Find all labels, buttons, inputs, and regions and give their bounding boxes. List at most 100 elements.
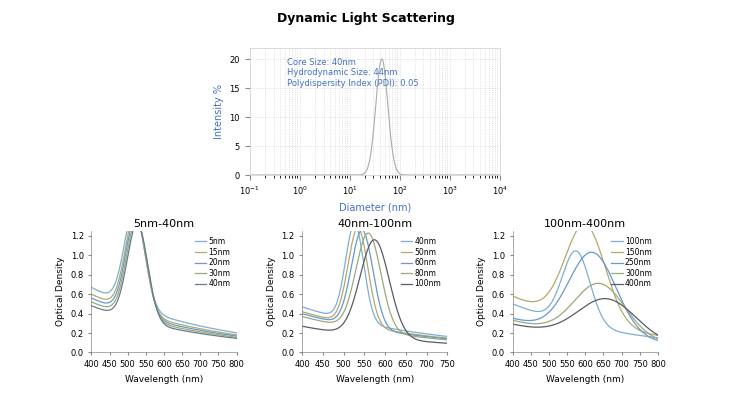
300nm	[578, 289, 587, 294]
100nm	[651, 335, 659, 340]
100nm	[587, 286, 596, 290]
400nm	[628, 311, 637, 316]
50nm	[463, 338, 472, 343]
15nm	[131, 212, 140, 217]
250nm	[651, 337, 659, 342]
20nm	[232, 334, 241, 339]
250nm	[628, 317, 637, 322]
150nm	[508, 293, 517, 298]
40nm	[232, 336, 241, 341]
Text: Dynamic Light Scattering: Dynamic Light Scattering	[276, 12, 455, 25]
X-axis label: Wavelength (nm): Wavelength (nm)	[125, 375, 203, 384]
30nm	[132, 218, 141, 223]
400nm	[577, 307, 586, 311]
Line: 50nm: 50nm	[302, 228, 468, 340]
40nm	[156, 316, 165, 321]
100nm	[654, 335, 662, 340]
250nm	[654, 338, 662, 343]
15nm	[157, 314, 166, 319]
400nm	[587, 300, 596, 305]
80nm	[387, 316, 396, 320]
40nm	[463, 336, 472, 341]
Line: 15nm: 15nm	[91, 215, 237, 335]
15nm	[206, 328, 215, 333]
15nm	[156, 313, 165, 318]
300nm	[654, 337, 662, 341]
40nm	[298, 305, 306, 309]
40nm	[206, 333, 215, 337]
Y-axis label: Optical Density: Optical Density	[477, 257, 486, 326]
5nm	[166, 316, 175, 321]
60nm	[397, 331, 406, 336]
80nm	[364, 230, 373, 235]
50nm	[397, 330, 406, 335]
Title: 100nm-400nm: 100nm-400nm	[544, 219, 626, 229]
Y-axis label: Intensity %: Intensity %	[214, 84, 224, 139]
40nm	[376, 323, 385, 327]
400nm	[508, 322, 517, 326]
40nm	[434, 333, 443, 338]
60nm	[460, 338, 469, 343]
Line: 300nm: 300nm	[512, 283, 658, 339]
Line: 60nm: 60nm	[302, 230, 468, 341]
Line: 150nm: 150nm	[512, 224, 658, 335]
Text: Core Size: 40nm
Hydrodynamic Size: 44nm
Polydispersity Index (PDI): 0.05: Core Size: 40nm Hydrodynamic Size: 44nm …	[287, 58, 419, 88]
Line: 30nm: 30nm	[91, 221, 237, 337]
50nm	[460, 337, 469, 342]
20nm	[87, 296, 96, 301]
Line: 5nm: 5nm	[91, 210, 237, 333]
15nm	[174, 322, 183, 326]
Line: 400nm: 400nm	[512, 299, 658, 335]
5nm	[206, 326, 215, 331]
Legend: 40nm, 50nm, 60nm, 80nm, 100nm: 40nm, 50nm, 60nm, 80nm, 100nm	[398, 235, 444, 291]
40nm	[229, 336, 238, 341]
15nm	[232, 333, 241, 337]
80nm	[298, 314, 306, 319]
400nm	[654, 333, 662, 337]
Legend: 100nm, 150nm, 250nm, 300nm, 400nm: 100nm, 150nm, 250nm, 300nm, 400nm	[609, 235, 654, 291]
50nm	[298, 309, 306, 314]
30nm	[206, 331, 215, 336]
100nm	[378, 251, 387, 255]
100nm	[463, 342, 472, 347]
20nm	[157, 315, 166, 320]
5nm	[156, 310, 165, 314]
30nm	[166, 323, 175, 328]
250nm	[587, 250, 596, 255]
40nm	[460, 336, 469, 341]
Title: 5nm-40nm: 5nm-40nm	[134, 219, 194, 229]
30nm	[87, 299, 96, 304]
40nm	[133, 221, 142, 226]
Line: 100nm: 100nm	[512, 251, 658, 338]
5nm	[157, 311, 166, 316]
400nm	[601, 296, 610, 301]
150nm	[651, 332, 659, 337]
5nm	[174, 318, 183, 323]
60nm	[463, 338, 472, 343]
100nm	[571, 248, 580, 253]
20nm	[166, 322, 175, 326]
150nm	[577, 223, 586, 227]
100nm	[434, 340, 443, 345]
5nm	[232, 330, 241, 335]
50nm	[376, 320, 385, 325]
400nm	[595, 297, 604, 302]
X-axis label: Diameter (nm): Diameter (nm)	[338, 203, 411, 213]
5nm	[130, 208, 139, 212]
20nm	[174, 324, 183, 328]
250nm	[508, 316, 517, 320]
100nm	[595, 308, 604, 313]
250nm	[595, 254, 604, 259]
20nm	[132, 215, 140, 220]
400nm	[651, 331, 659, 335]
150nm	[580, 222, 588, 227]
150nm	[628, 323, 637, 327]
Title: 40nm-100nm: 40nm-100nm	[337, 219, 412, 229]
50nm	[378, 322, 387, 327]
Line: 40nm: 40nm	[302, 224, 468, 339]
100nm	[376, 248, 385, 252]
80nm	[397, 329, 406, 334]
15nm	[229, 332, 238, 337]
50nm	[434, 335, 443, 340]
40nm	[387, 326, 396, 331]
